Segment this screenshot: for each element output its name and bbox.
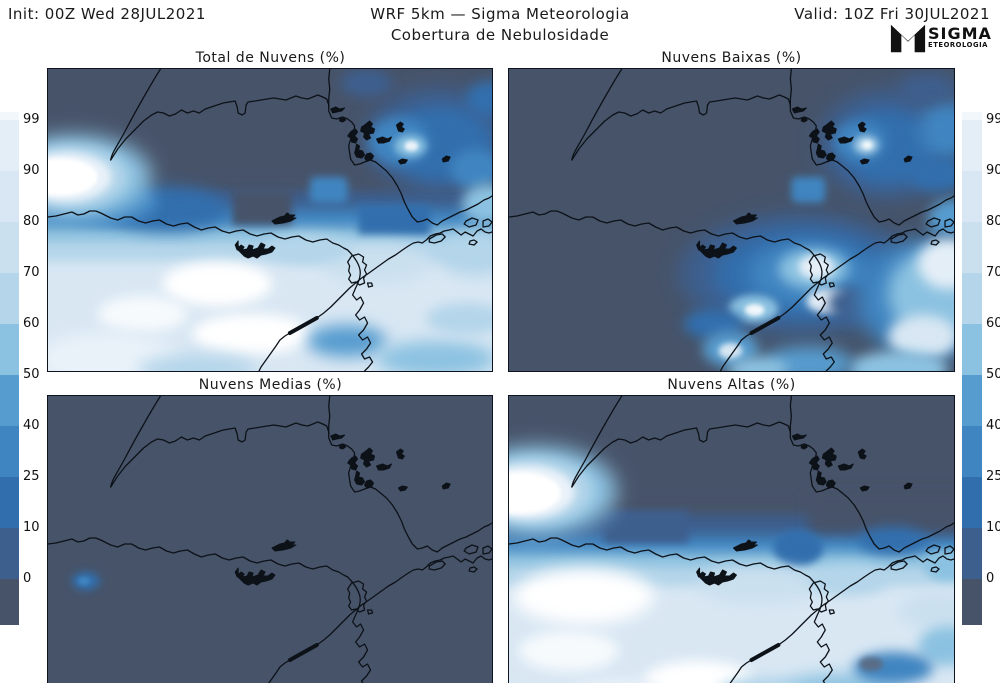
logo-name: SIGMA xyxy=(928,24,992,43)
map-nuvens-altas xyxy=(509,396,954,683)
figure-subtitle: Cobertura de Nebulosidade xyxy=(390,26,610,44)
valid-time-label: Valid: 10Z Fri 30JUL2021 xyxy=(794,5,990,23)
colorbar-segment xyxy=(962,120,982,171)
map-total-nuvens xyxy=(48,69,492,371)
sigma-logo: SIGMA ETEOROLOGIA xyxy=(889,22,992,54)
colorbar-tick-label: 90 xyxy=(986,163,1000,178)
colorbar-segment xyxy=(962,528,982,579)
colorbar-segment xyxy=(0,273,19,324)
colorbar-segment xyxy=(962,112,982,120)
colorbar-tick-label: 70 xyxy=(23,265,40,280)
colorbar-tick-label: 80 xyxy=(986,214,1000,229)
colorbar-segment xyxy=(0,324,19,375)
logo-subname: ETEOROLOGIA xyxy=(928,41,988,49)
colorbar-segment xyxy=(962,222,982,273)
colorbar-segment xyxy=(962,324,982,375)
colorbar-tick-label: 50 xyxy=(986,367,1000,382)
colorbar-tick-label: 10 xyxy=(23,520,40,535)
logo-m-icon xyxy=(890,24,926,53)
model-title: WRF 5km — Sigma Meteorologia xyxy=(370,5,630,23)
colorbar-tick-label: 99 xyxy=(986,112,1000,127)
map-nuvens-medias xyxy=(48,396,492,683)
colorbar-segment xyxy=(0,579,19,625)
map-panel-total-nuvens xyxy=(47,68,493,372)
colorbar-tick-label: 70 xyxy=(986,265,1000,280)
colorbar-tick-label: 80 xyxy=(23,214,40,229)
map-panel-nuvens-medias xyxy=(47,395,493,683)
colorbar-tick-label: 10 xyxy=(986,520,1000,535)
colorbar-segment xyxy=(962,579,982,625)
colorbar-tick-label: 25 xyxy=(23,469,40,484)
colorbar-tick-label: 40 xyxy=(986,418,1000,433)
panel-title-nuvens-altas: Nuvens Altas (%) xyxy=(667,377,796,393)
colorbar-segment xyxy=(0,477,19,528)
panel-title-nuvens-baixas: Nuvens Baixas (%) xyxy=(661,50,802,66)
colorbar-segment xyxy=(962,171,982,222)
panel-title-total-nuvens: Total de Nuvens (%) xyxy=(195,50,346,66)
colorbar-tick-label: 50 xyxy=(23,367,40,382)
colorbar-segment xyxy=(0,171,19,222)
colorbar-segment xyxy=(0,112,19,120)
colorbar-segment xyxy=(0,222,19,273)
colorbar-tick-label: 40 xyxy=(23,418,40,433)
map-panel-nuvens-baixas xyxy=(508,68,955,372)
colorbar-segment xyxy=(0,120,19,171)
map-nuvens-baixas xyxy=(509,69,954,371)
map-panel-nuvens-altas xyxy=(508,395,955,683)
colorbar-tick-label: 0 xyxy=(986,571,995,586)
colorbar-tick-label: 60 xyxy=(23,316,40,331)
colorbar-tick-label: 25 xyxy=(986,469,1000,484)
colorbar-segment xyxy=(0,426,19,477)
colorbar-segment xyxy=(0,375,19,426)
colorbar-tick-label: 60 xyxy=(986,316,1000,331)
colorbar-segment xyxy=(962,375,982,426)
panel-title-nuvens-medias: Nuvens Medias (%) xyxy=(198,377,343,393)
colorbar-tick-label: 0 xyxy=(23,571,32,586)
colorbar-segment xyxy=(962,426,982,477)
colorbar-tick-label: 99 xyxy=(23,112,40,127)
colorbar-segment xyxy=(0,528,19,579)
colorbar-segment xyxy=(962,477,982,528)
colorbar-segment xyxy=(962,273,982,324)
init-time-label: Init: 00Z Wed 28JUL2021 xyxy=(8,5,206,23)
colorbar-tick-label: 90 xyxy=(23,163,40,178)
